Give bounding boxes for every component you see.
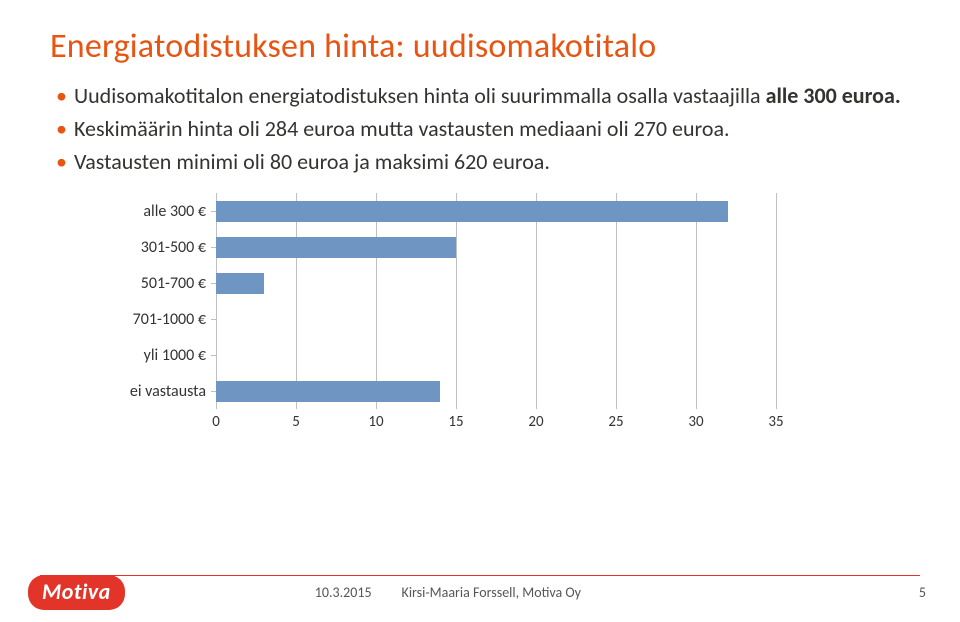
- chart-gridline: [456, 301, 457, 337]
- chart-gridline: [296, 301, 297, 337]
- chart-x-tick-label: 15: [448, 413, 463, 431]
- chart-gridline: [216, 337, 217, 373]
- chart-y-tick: [211, 355, 216, 356]
- chart-x-tick-label: 5: [292, 413, 300, 431]
- chart-gridline: [376, 301, 377, 337]
- bullet-item: Vastausten minimi oli 80 euroa ja maksim…: [56, 149, 920, 176]
- chart-x-tick-label: 0: [212, 413, 220, 431]
- chart-x-axis-plot: 05101520253035: [216, 409, 776, 431]
- chart-gridline: [536, 301, 537, 337]
- chart-gridline: [376, 265, 377, 301]
- chart-gridline: [776, 229, 777, 265]
- chart-gridline: [536, 229, 537, 265]
- chart-bar: [216, 381, 440, 403]
- bullet-text-prefix: Uudisomakotitalon energiatodistuksen hin…: [74, 82, 766, 109]
- chart-plot-cell: [216, 265, 776, 301]
- chart-plot-cell: [216, 193, 776, 229]
- chart-row: ei vastausta: [96, 373, 776, 409]
- chart-x-tick: [216, 404, 217, 409]
- chart-gridline: [456, 265, 457, 301]
- footer: Motiva 10.3.2015 Kirsi-Maaria Forssell, …: [0, 575, 960, 610]
- logo: Motiva: [28, 575, 125, 610]
- chart-gridline: [536, 265, 537, 301]
- bullet-list: Uudisomakotitalon energiatodistuksen hin…: [56, 83, 920, 175]
- chart-category-label: alle 300 €: [96, 202, 216, 221]
- chart-x-tick: [616, 404, 617, 409]
- chart-gridline: [696, 229, 697, 265]
- chart-x-tick-label: 30: [688, 413, 703, 431]
- chart-category-label: 501-700 €: [96, 274, 216, 293]
- bullet-text: Keskimäärin hinta oli 284 euroa mutta va…: [74, 115, 730, 142]
- page-title: Energiatodistuksen hinta: uudisomakotita…: [50, 26, 920, 67]
- chart-bar: [216, 201, 728, 223]
- footer-author: Kirsi-Maaria Forssell, Motiva Oy: [402, 584, 581, 601]
- chart-x-tick: [696, 404, 697, 409]
- chart-x-axis: 05101520253035: [96, 409, 776, 431]
- chart-plot-cell: [216, 229, 776, 265]
- chart-gridline: [616, 337, 617, 373]
- chart-row: yli 1000 €: [96, 337, 776, 373]
- chart-bar: [216, 273, 264, 295]
- chart-bar: [216, 237, 456, 259]
- chart-x-tick: [776, 404, 777, 409]
- chart-gridline: [296, 337, 297, 373]
- chart-gridline: [696, 337, 697, 373]
- chart-gridline: [696, 265, 697, 301]
- chart-gridline: [216, 301, 217, 337]
- chart-gridline: [616, 265, 617, 301]
- bullet-item: Uudisomakotitalon energiatodistuksen hin…: [56, 83, 920, 110]
- chart-gridline: [696, 301, 697, 337]
- bullet-text-bold: alle 300 euroa.: [766, 82, 901, 109]
- chart-row: alle 300 €: [96, 193, 776, 229]
- footer-date: 10.3.2015: [315, 584, 372, 601]
- chart-plot-cell: [216, 373, 776, 409]
- chart-gridline: [776, 265, 777, 301]
- chart-axis-spacer: [96, 409, 216, 431]
- chart-x-tick: [456, 404, 457, 409]
- chart-x-tick: [536, 404, 537, 409]
- chart-row: 501-700 €: [96, 265, 776, 301]
- chart-gridline: [456, 337, 457, 373]
- chart-x-tick-label: 25: [608, 413, 623, 431]
- slide: Energiatodistuksen hinta: uudisomakotita…: [0, 0, 960, 622]
- chart-y-tick: [211, 319, 216, 320]
- chart: alle 300 € 301-500 € 501-700 € 701-1000 € yl…: [96, 193, 776, 431]
- bullet-text: Vastausten minimi oli 80 euroa ja maksim…: [74, 148, 550, 175]
- chart-gridline: [296, 265, 297, 301]
- chart-category-label: 301-500 €: [96, 238, 216, 257]
- chart-gridline: [616, 301, 617, 337]
- chart-gridline: [536, 337, 537, 373]
- chart-gridline: [776, 301, 777, 337]
- chart-row: 701-1000 €: [96, 301, 776, 337]
- chart-x-tick-label: 35: [768, 413, 783, 431]
- chart-x-tick: [376, 404, 377, 409]
- chart-x-tick-label: 20: [528, 413, 543, 431]
- chart-gridline: [456, 229, 457, 265]
- chart-gridline: [376, 337, 377, 373]
- chart-category-label: 701-1000 €: [96, 310, 216, 329]
- chart-plot-cell: [216, 337, 776, 373]
- chart-gridline: [776, 193, 777, 229]
- chart-x-tick: [296, 404, 297, 409]
- logo-text: Motiva: [28, 575, 125, 610]
- chart-category-label: ei vastausta: [96, 382, 216, 401]
- chart-gridline: [616, 229, 617, 265]
- chart-row: 301-500 €: [96, 229, 776, 265]
- chart-x-tick-label: 10: [368, 413, 383, 431]
- bullet-item: Keskimäärin hinta oli 284 euroa mutta va…: [56, 116, 920, 143]
- chart-category-label: yli 1000 €: [96, 346, 216, 365]
- chart-gridline: [776, 337, 777, 373]
- chart-plot-cell: [216, 301, 776, 337]
- footer-page-number: 5: [919, 584, 926, 601]
